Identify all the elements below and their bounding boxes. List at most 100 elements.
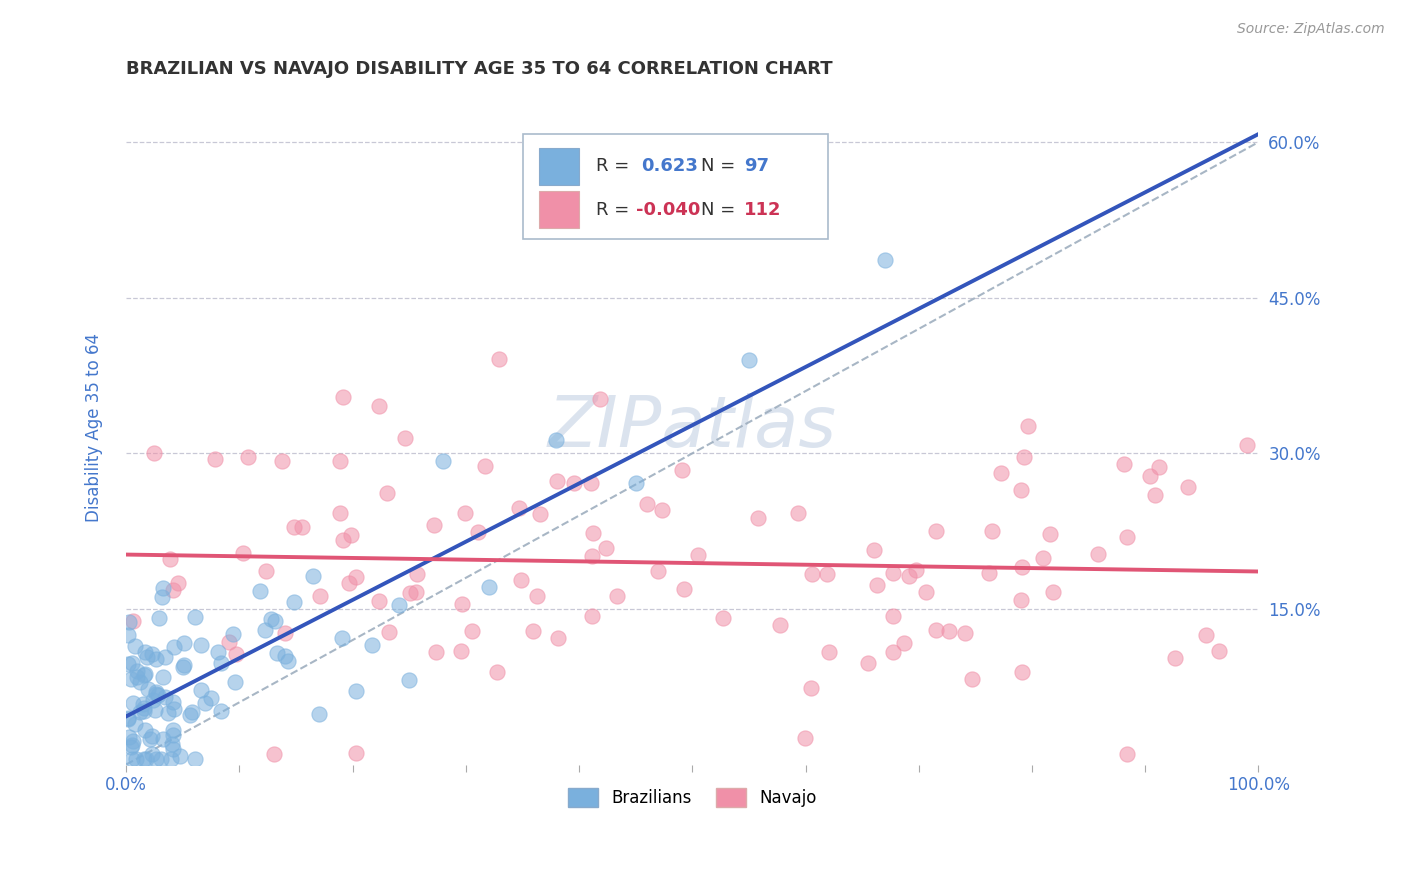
- Point: [308, 706, 330, 721]
- Point: [122, 614, 145, 628]
- Text: 97: 97: [744, 157, 769, 175]
- Point: [738, 353, 761, 368]
- Point: [254, 564, 277, 578]
- Point: [405, 584, 427, 599]
- Text: R =: R =: [596, 157, 630, 175]
- Point: [145, 752, 167, 766]
- Y-axis label: Disability Age 35 to 64: Disability Age 35 to 64: [86, 333, 103, 522]
- Point: [152, 732, 174, 747]
- Point: [132, 701, 155, 715]
- Bar: [540, 147, 579, 185]
- Point: [1149, 459, 1171, 474]
- Text: R =: R =: [596, 202, 630, 219]
- Point: [204, 452, 226, 467]
- Point: [508, 500, 530, 515]
- Point: [862, 542, 884, 557]
- Point: [368, 593, 391, 607]
- Point: [124, 639, 146, 653]
- Point: [121, 734, 143, 748]
- Point: [183, 610, 205, 624]
- Point: [882, 609, 904, 624]
- Point: [582, 525, 605, 540]
- Point: [990, 467, 1012, 481]
- Point: [454, 506, 477, 520]
- Point: [787, 506, 810, 520]
- Point: [581, 608, 603, 623]
- Point: [139, 731, 162, 746]
- Point: [152, 581, 174, 595]
- Point: [132, 704, 155, 718]
- Point: [232, 546, 254, 560]
- Point: [274, 648, 297, 663]
- Point: [636, 497, 658, 511]
- Point: [1177, 480, 1199, 494]
- Point: [173, 636, 195, 650]
- Point: [672, 582, 695, 596]
- Point: [686, 548, 709, 562]
- Point: [163, 640, 186, 654]
- Point: [337, 576, 360, 591]
- Point: [873, 253, 896, 268]
- Point: [579, 476, 602, 491]
- Point: [938, 624, 960, 639]
- Point: [405, 567, 427, 582]
- Point: [290, 520, 312, 534]
- Point: [394, 431, 416, 445]
- Point: [953, 626, 976, 640]
- Text: ZIPatlas: ZIPatlas: [548, 392, 837, 462]
- Point: [150, 590, 173, 604]
- Point: [143, 445, 166, 459]
- Point: [162, 728, 184, 742]
- Point: [125, 670, 148, 684]
- Point: [344, 746, 367, 760]
- Point: [1116, 530, 1139, 544]
- Point: [647, 564, 669, 578]
- Point: [510, 573, 533, 587]
- Point: [145, 687, 167, 701]
- Point: [1039, 527, 1062, 541]
- Point: [747, 511, 769, 525]
- Point: [398, 586, 420, 600]
- Point: [150, 752, 173, 766]
- Point: [183, 752, 205, 766]
- Point: [209, 704, 232, 718]
- Point: [581, 549, 603, 564]
- Point: [160, 738, 183, 752]
- Point: [1116, 747, 1139, 761]
- Point: [132, 667, 155, 681]
- Point: [589, 392, 612, 407]
- Point: [711, 611, 734, 625]
- Point: [134, 645, 156, 659]
- Point: [181, 705, 204, 719]
- Point: [425, 645, 447, 659]
- Point: [145, 685, 167, 699]
- Point: [474, 458, 496, 473]
- Point: [127, 665, 149, 679]
- Point: [266, 646, 288, 660]
- Point: [801, 567, 824, 582]
- Point: [461, 624, 484, 639]
- Point: [117, 657, 139, 672]
- Point: [254, 623, 277, 637]
- Point: [925, 623, 948, 637]
- Point: [162, 696, 184, 710]
- Point: [1195, 627, 1218, 641]
- Point: [143, 703, 166, 717]
- Point: [141, 747, 163, 761]
- Point: [128, 706, 150, 720]
- Point: [522, 624, 544, 638]
- Point: [423, 517, 446, 532]
- Point: [451, 597, 474, 611]
- Point: [330, 631, 353, 645]
- Legend: Brazilians, Navajo: Brazilians, Navajo: [561, 780, 824, 814]
- Point: [122, 696, 145, 710]
- Text: 112: 112: [744, 202, 782, 219]
- Point: [162, 582, 184, 597]
- Point: [132, 752, 155, 766]
- Point: [1010, 483, 1032, 498]
- Point: [1114, 457, 1136, 471]
- Point: [344, 570, 367, 584]
- Point: [488, 351, 510, 366]
- Point: [1087, 547, 1109, 561]
- Point: [125, 752, 148, 766]
